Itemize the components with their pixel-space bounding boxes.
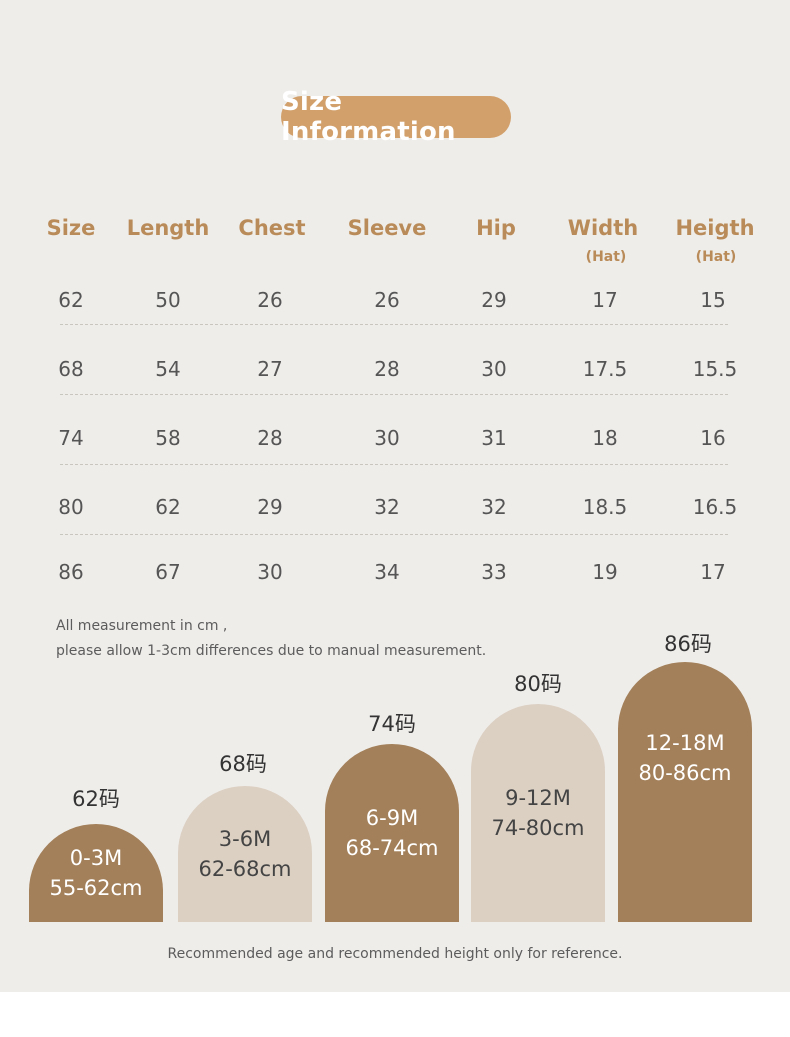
table-cell: 16 <box>700 426 726 450</box>
arch-height: 74-80cm <box>491 816 585 840</box>
table-cell: 32 <box>481 495 507 519</box>
col-subheader-width: (Hat) <box>585 249 627 265</box>
col-header-height: Heigth <box>675 216 755 240</box>
table-cell: 67 <box>155 560 181 584</box>
table-cell: 18 <box>592 426 618 450</box>
table-cell: 15 <box>700 288 726 312</box>
arch-80: 9-12M 74-80cm <box>471 704 605 922</box>
arch-age: 12-18M <box>645 731 725 755</box>
row-divider <box>60 464 728 465</box>
arch-age: 6-9M <box>365 806 419 830</box>
arch-size-label: 86码 <box>664 632 712 656</box>
table-cell: 28 <box>257 426 283 450</box>
table-cell: 62 <box>58 288 84 312</box>
table-cell: 33 <box>481 560 507 584</box>
table-cell: 16.5 <box>692 495 738 519</box>
table-cell: 30 <box>257 560 283 584</box>
col-header-size: Size <box>46 216 96 240</box>
arch-size-label: 80码 <box>514 672 562 696</box>
table-cell: 80 <box>58 495 84 519</box>
table-cell: 17 <box>700 560 726 584</box>
table-cell: 26 <box>374 288 400 312</box>
table-cell: 18.5 <box>582 495 628 519</box>
table-cell: 86 <box>58 560 84 584</box>
arch-size-label: 68码 <box>219 752 267 776</box>
row-divider <box>60 534 728 535</box>
arch-62: 0-3M 55-62cm <box>29 824 163 922</box>
arch-height: 62-68cm <box>198 857 292 881</box>
page-title: Size Information <box>281 87 511 147</box>
table-cell: 74 <box>58 426 84 450</box>
table-cell: 30 <box>481 357 507 381</box>
table-cell: 29 <box>481 288 507 312</box>
arch-age: 3-6M <box>218 827 272 851</box>
footer-note: Recommended age and recommended height o… <box>167 946 623 962</box>
table-cell: 15.5 <box>692 357 738 381</box>
table-cell: 29 <box>257 495 283 519</box>
table-cell: 31 <box>481 426 507 450</box>
table-cell: 54 <box>155 357 181 381</box>
table-cell: 62 <box>155 495 181 519</box>
arch-74: 6-9M 68-74cm <box>325 744 459 922</box>
arch-height: 55-62cm <box>49 876 143 900</box>
table-cell: 17.5 <box>582 357 628 381</box>
arch-size-label: 74码 <box>368 712 416 736</box>
table-cell: 28 <box>374 357 400 381</box>
table-cell: 27 <box>257 357 283 381</box>
size-info-panel: Size Information Size Length Chest Sleev… <box>0 0 790 992</box>
col-header-width: Width <box>567 216 639 240</box>
table-cell: 34 <box>374 560 400 584</box>
arch-68: 3-6M 62-68cm <box>178 786 312 922</box>
table-cell: 58 <box>155 426 181 450</box>
table-cell: 26 <box>257 288 283 312</box>
table-cell: 32 <box>374 495 400 519</box>
row-divider <box>60 324 728 325</box>
row-divider <box>60 394 728 395</box>
col-header-length: Length <box>126 216 210 240</box>
col-header-hip: Hip <box>476 216 516 240</box>
arch-86: 12-18M 80-86cm <box>618 662 752 922</box>
table-cell: 50 <box>155 288 181 312</box>
arch-height: 80-86cm <box>638 761 732 785</box>
measurement-note-line2: please allow 1-3cm differences due to ma… <box>56 643 487 659</box>
col-header-sleeve: Sleeve <box>347 216 427 240</box>
table-cell: 68 <box>58 357 84 381</box>
arch-age: 9-12M <box>505 786 571 810</box>
col-header-chest: Chest <box>238 216 306 240</box>
arch-age: 0-3M <box>69 846 123 870</box>
measurement-note-line1: All measurement in cm , <box>56 618 228 634</box>
arch-size-label: 62码 <box>72 787 120 811</box>
table-cell: 17 <box>592 288 618 312</box>
table-cell: 19 <box>592 560 618 584</box>
table-cell: 30 <box>374 426 400 450</box>
col-subheader-height: (Hat) <box>695 249 737 265</box>
arch-height: 68-74cm <box>345 836 439 860</box>
